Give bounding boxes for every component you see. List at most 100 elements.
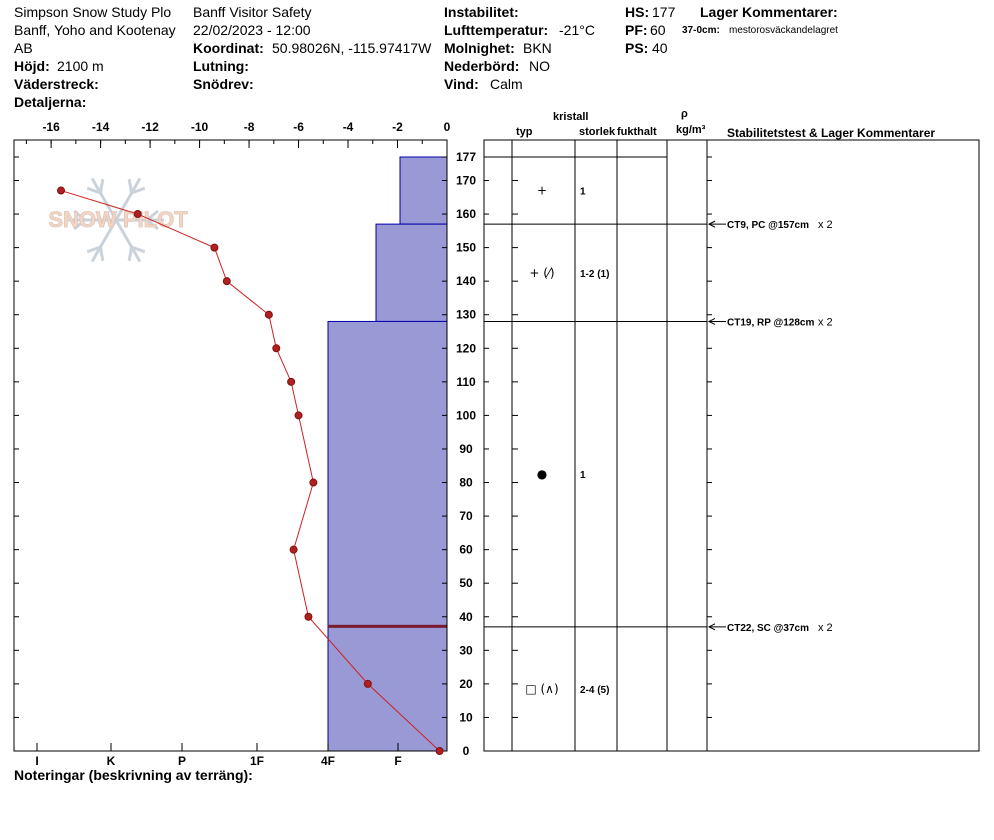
height-tick-label-9: 90 <box>459 442 473 456</box>
height-tick-label-10: 100 <box>456 408 476 422</box>
height-tick-label-16: 160 <box>456 207 476 221</box>
height-tick-label-8: 80 <box>459 476 473 490</box>
temp-tick-label-5: -6 <box>293 120 304 134</box>
moisture-header: fukthalt <box>617 126 657 138</box>
hardness-tick-label-2: P <box>178 754 186 768</box>
crystal-header: kristall <box>553 111 589 123</box>
hardness-tick-label-4: 4F <box>321 754 335 768</box>
layer-grain-type-0: + <box>537 184 547 198</box>
temperature-point-10 <box>304 612 313 621</box>
precip-value: NO <box>529 58 550 74</box>
observer: Banff Visitor Safety <box>193 4 312 20</box>
hardness-tick-label-0: I <box>35 754 38 768</box>
temperature-point-0 <box>57 186 66 195</box>
test-label-2: CT22, SC @37cm <box>727 623 809 634</box>
test-count-0: x 2 <box>818 219 833 231</box>
temp-tick-label-8: 0 <box>444 120 451 134</box>
height-tick-label-5: 50 <box>459 576 473 590</box>
hardness-bar-2 <box>327 320 448 628</box>
temp-tick-label-6: -4 <box>343 120 354 134</box>
temperature-point-6 <box>287 377 296 386</box>
type-header: typ <box>516 126 533 138</box>
coordinate-label: Koordinat: <box>193 40 264 56</box>
layer-table-frame <box>483 139 980 752</box>
height-tick-label-6: 60 <box>459 543 473 557</box>
ps-label: PS: <box>625 40 649 56</box>
layer-grain-size-2: 1 <box>580 470 586 481</box>
height-tick-label-14: 140 <box>456 274 476 288</box>
layer-comment-text: mestorosväckandelagret <box>729 25 838 36</box>
layer-grain-type-1: + (⁄) <box>529 266 554 280</box>
layer-grain-size-0: 1 <box>580 187 586 198</box>
details-label: Detaljerna: <box>14 94 87 110</box>
hs-value: 177 <box>652 4 676 20</box>
height-tick-label-2: 20 <box>459 677 473 691</box>
hardness-tick-label-3: 1F <box>250 754 264 768</box>
air-temp-label: Lufttemperatur: <box>444 22 549 38</box>
test-label-0: CT9, PC @157cm <box>727 220 809 231</box>
layer-comments-label: Lager Kommentarer: <box>700 4 838 20</box>
test-label-1: CT19, RP @128cm <box>727 317 814 328</box>
site-name: Simpson Snow Study Plo <box>14 4 172 20</box>
temperature-point-8 <box>309 478 318 487</box>
height-tick-label-11: 110 <box>456 375 476 389</box>
size-header: storlek <box>579 126 616 138</box>
layer-grain-type-3: □ (∧) <box>525 682 558 696</box>
hs-label: HS: <box>625 4 650 20</box>
temp-tick-label-2: -12 <box>141 120 159 134</box>
temperature-point-9 <box>289 545 298 554</box>
temperature-point-1 <box>133 210 142 219</box>
air-temp-value: -21°C <box>559 22 595 38</box>
sky-value: BKN <box>523 40 552 56</box>
instability-label: Instabilitet: <box>444 4 519 20</box>
test-count-2: x 2 <box>818 622 833 634</box>
height-tick-label-3: 30 <box>459 643 473 657</box>
temp-tick-label-7: -2 <box>392 120 403 134</box>
coordinate-value: 50.98026N, -115.97417W <box>272 40 432 56</box>
pf-label: PF: <box>625 22 648 38</box>
height-tick-label-17: 170 <box>456 173 476 187</box>
temp-tick-label-0: -16 <box>42 120 60 134</box>
layer-grain-type-2: ● <box>537 467 547 481</box>
temperature-point-2 <box>210 243 219 252</box>
height-tick-label-15: 150 <box>456 241 476 255</box>
wind-value: Calm <box>490 76 523 92</box>
region: Banff, Yoho and Kootenay <box>14 22 176 38</box>
temperature-point-11 <box>363 679 372 688</box>
height-tick-label-18: 177 <box>456 150 476 164</box>
stability-header: Stabilitetstest & Lager Kommentarer <box>727 126 936 140</box>
height-tick-label-0: 0 <box>463 744 470 758</box>
datetime: 22/02/2023 - 12:00 <box>193 22 311 38</box>
temperature-point-12 <box>435 747 444 755</box>
hardness-bar-3 <box>327 626 448 752</box>
height-tick-label-7: 70 <box>459 509 473 523</box>
elevation-value: 2100 m <box>57 58 104 74</box>
temp-tick-label-3: -10 <box>191 120 209 134</box>
wind-label: Vind: <box>444 76 479 92</box>
layer-grain-size-3: 2-4 (5) <box>580 685 609 696</box>
temperature-point-3 <box>222 277 231 286</box>
pf-value: 60 <box>650 22 666 38</box>
slope-label: Lutning: <box>193 58 249 74</box>
precip-label: Nederbörd: <box>444 58 520 74</box>
temperature-point-4 <box>264 310 273 319</box>
density-symbol: ρ <box>681 108 688 120</box>
hardness-bar-0 <box>399 156 448 225</box>
temp-tick-label-4: -8 <box>244 120 255 134</box>
wind-loading-label: Snödrev: <box>193 76 254 92</box>
svg-text:SNOW PILOT: SNOW PILOT <box>48 207 188 232</box>
snowpilot-logo: SNOW PILOT <box>48 177 189 263</box>
temp-tick-label-1: -14 <box>92 120 110 134</box>
density-unit: kg/m³ <box>676 124 706 136</box>
temperature-point-5 <box>272 344 281 353</box>
hardness-bar-1 <box>375 223 448 322</box>
aspect-label: Väderstreck: <box>14 76 99 92</box>
sky-label: Molnighet: <box>444 40 515 56</box>
height-tick-label-4: 40 <box>459 610 473 624</box>
elevation-label: Höjd: <box>14 58 50 74</box>
hardness-tick-label-1: K <box>107 754 116 768</box>
ps-value: 40 <box>652 40 668 56</box>
layer-grain-size-1: 1-2 (1) <box>580 269 609 280</box>
layer-comment-depth: 37-0cm: <box>682 25 720 36</box>
